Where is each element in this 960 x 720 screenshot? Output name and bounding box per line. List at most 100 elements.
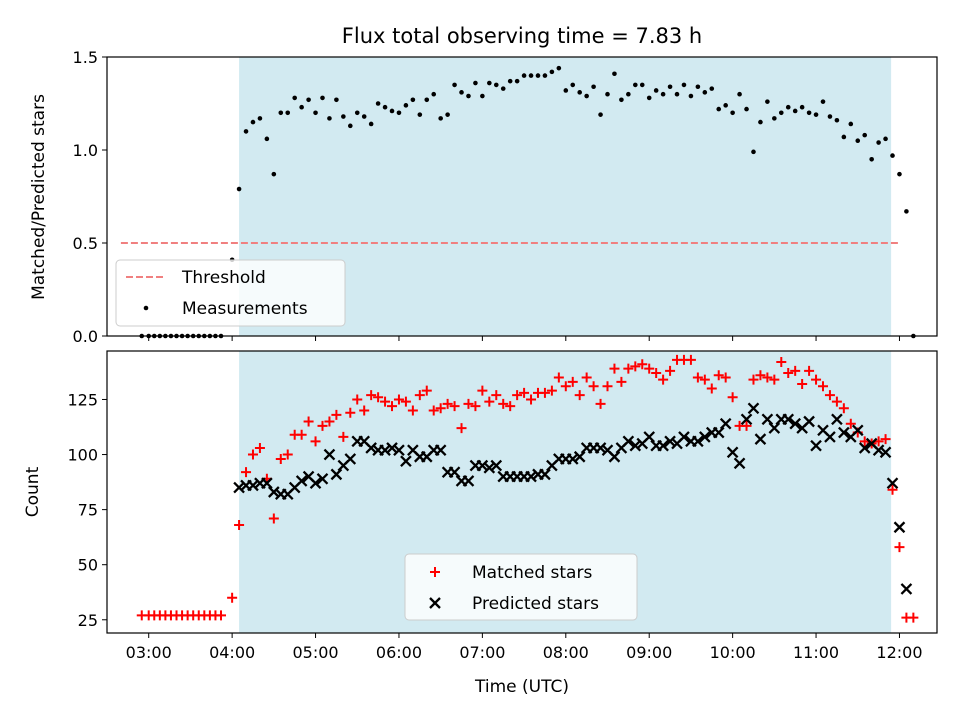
bottom-plus-point xyxy=(484,396,495,407)
top-dot-point xyxy=(667,84,673,90)
top-dot-point xyxy=(438,116,443,121)
top-dot-point xyxy=(389,108,395,114)
top-dot-point xyxy=(271,171,277,177)
top-dot-point xyxy=(313,110,318,116)
bottom-plus-point xyxy=(345,407,356,418)
bottom-plus-point xyxy=(623,363,634,374)
top-dot-point xyxy=(514,78,520,84)
bottom-x-point xyxy=(323,448,336,461)
top-dot-point xyxy=(500,86,506,91)
bottom-plus-point xyxy=(894,542,905,553)
top-dot-point xyxy=(827,114,833,119)
top-dot-point xyxy=(424,97,430,103)
x-tick-label: 11:00 xyxy=(793,643,839,662)
top-dot-point xyxy=(306,97,311,103)
bottom-plus-point xyxy=(282,449,293,460)
bottom-plus-point xyxy=(748,374,759,385)
top-dot-point xyxy=(403,103,409,108)
bottom-plus-point xyxy=(380,396,391,407)
bottom-plus-point xyxy=(595,398,606,409)
bottom-plus-point xyxy=(512,390,523,401)
bottom-x-point xyxy=(761,413,774,426)
legend-predicted-swatch xyxy=(429,597,441,609)
top-dot-point xyxy=(834,117,840,123)
bottom-legend: Matched stars Predicted stars xyxy=(404,553,638,621)
bottom-plus-point xyxy=(797,379,808,390)
bottom-plus-point xyxy=(637,359,648,370)
x-tick-label: 07:00 xyxy=(459,643,505,662)
top-dot-point xyxy=(334,97,339,103)
bottom-x-point xyxy=(747,402,760,415)
top-dot-point xyxy=(904,209,909,214)
bottom-plus-point xyxy=(831,396,842,407)
bottom-legend-box xyxy=(404,553,638,621)
top-dot-point xyxy=(765,99,770,104)
bottom-x-point xyxy=(893,521,906,534)
bottom-plus-point xyxy=(387,401,398,412)
top-dot-point xyxy=(806,110,812,116)
bottom-x-point xyxy=(629,439,642,452)
bottom-x-point xyxy=(594,442,607,454)
top-dot-point xyxy=(855,138,861,143)
bottom-x-point xyxy=(782,413,795,426)
chart-title: Flux total observing time = 7.83 h xyxy=(342,24,702,48)
top-dot-point xyxy=(813,112,819,117)
bottom-plus-point xyxy=(498,398,509,409)
top-dot-point xyxy=(535,73,541,78)
bottom-plus-point xyxy=(407,405,418,416)
bottom-x-point xyxy=(261,477,273,490)
top-dot-point xyxy=(243,129,249,134)
bottom-plus-point xyxy=(692,372,703,383)
bottom-plus-point xyxy=(216,610,227,621)
x-tick-label: 05:00 xyxy=(292,643,338,662)
bottom-y-axis-label: Count xyxy=(23,466,43,517)
top-dot-point xyxy=(883,136,888,142)
top-observing-window xyxy=(239,57,892,336)
top-dot-point xyxy=(674,91,680,97)
bottom-x-point xyxy=(247,479,259,492)
bottom-plus-point xyxy=(296,429,307,440)
bottom-x-point xyxy=(448,466,461,478)
x-tick-label: 12:00 xyxy=(876,643,922,662)
top-dot-point xyxy=(493,82,499,88)
bottom-plus-point xyxy=(268,513,279,524)
bottom-x-point xyxy=(831,413,843,426)
bottom-y-tick-label: 50 xyxy=(78,556,98,575)
bottom-plus-point xyxy=(838,403,849,414)
top-dot-point xyxy=(591,84,596,90)
bottom-plus-point xyxy=(491,390,502,401)
bottom-x-point xyxy=(365,442,377,454)
bottom-plus-point xyxy=(449,401,460,412)
bottom-plus-point xyxy=(581,372,592,383)
x-tick-label: 08:00 xyxy=(543,643,589,662)
top-dot-point xyxy=(841,134,847,140)
bottom-plus-point xyxy=(588,381,599,392)
top-dot-point xyxy=(250,119,256,125)
bottom-x-point xyxy=(699,431,711,443)
bottom-x-point xyxy=(692,435,704,448)
top-dot-point xyxy=(417,112,423,117)
bottom-plus-point xyxy=(310,436,321,447)
bottom-plus-point xyxy=(602,381,613,392)
bottom-x-point xyxy=(476,459,489,472)
top-dot-point xyxy=(778,110,784,116)
bottom-x-point xyxy=(462,475,475,487)
bottom-plus-point xyxy=(845,418,856,429)
top-y-axis-label: Matched/Predicted stars xyxy=(29,94,49,300)
top-dot-point xyxy=(619,97,624,103)
top-dot-point xyxy=(848,121,854,127)
bottom-x-point xyxy=(664,435,676,448)
top-dot-point xyxy=(646,95,652,101)
bottom-plus-point xyxy=(442,398,453,409)
top-dot-point xyxy=(869,157,874,162)
top-legend-box xyxy=(115,259,346,327)
bottom-x-point xyxy=(872,444,885,456)
top-dot-point xyxy=(897,171,902,177)
top-dot-point xyxy=(236,186,242,192)
top-dot-point xyxy=(264,136,270,142)
bottom-x-point xyxy=(566,453,579,465)
bottom-x-point xyxy=(233,481,245,494)
bottom-x-point xyxy=(678,431,690,443)
top-panel: 0.0 0.5 1.0 1.5 Threshold Measurements xyxy=(73,48,938,346)
